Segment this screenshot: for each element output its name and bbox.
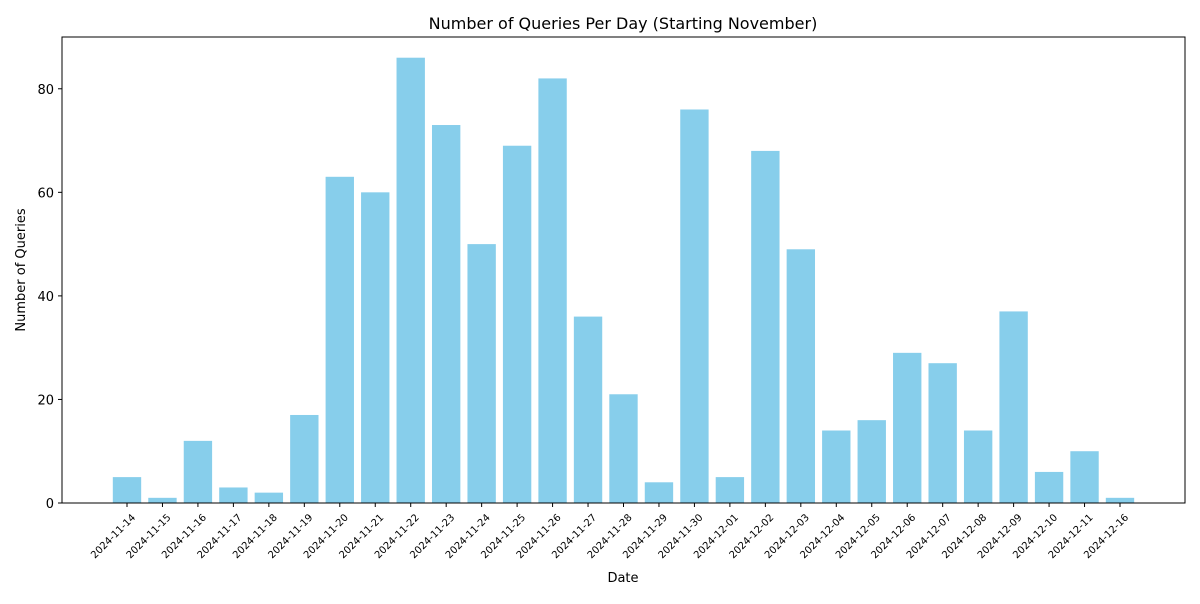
bar-2024-12-11 bbox=[1070, 451, 1099, 503]
bar-2024-11-18 bbox=[254, 492, 284, 503]
bar-2024-11-25 bbox=[502, 145, 532, 504]
bar-2024-11-14 bbox=[112, 477, 142, 503]
bar-2024-11-15 bbox=[148, 497, 177, 503]
y-tick-label: 0 bbox=[46, 497, 54, 512]
bar-2024-12-09 bbox=[999, 311, 1028, 503]
bar-2024-12-16 bbox=[1105, 497, 1135, 503]
bar-2024-12-02 bbox=[751, 150, 780, 503]
bar-2024-11-19 bbox=[290, 414, 319, 503]
bar-2024-11-28 bbox=[609, 394, 638, 503]
bar-2024-12-05 bbox=[857, 420, 886, 503]
bar-2024-11-27 bbox=[573, 316, 603, 503]
bar-2024-12-07 bbox=[928, 363, 957, 503]
bar-2024-11-23 bbox=[431, 125, 461, 504]
x-axis: 2024-11-142024-11-152024-11-162024-11-17… bbox=[89, 503, 1131, 561]
bar-2024-11-20 bbox=[325, 176, 354, 504]
bar-2024-12-06 bbox=[893, 352, 922, 503]
bar-2024-12-04 bbox=[822, 430, 851, 503]
bar-2024-11-26 bbox=[538, 78, 567, 504]
x-axis-label: Date bbox=[607, 571, 638, 586]
bar-2024-11-21 bbox=[361, 192, 390, 503]
bars-group bbox=[112, 57, 1135, 504]
bar-2024-11-30 bbox=[680, 109, 709, 504]
plot-frame bbox=[61, 36, 1186, 504]
y-tick-label: 60 bbox=[37, 186, 54, 201]
y-tick-label: 20 bbox=[37, 393, 54, 408]
bar-2024-11-22 bbox=[396, 57, 425, 504]
y-tick-label: 80 bbox=[37, 83, 54, 98]
bar-2024-11-29 bbox=[644, 482, 674, 503]
bar-2024-12-01 bbox=[715, 477, 745, 503]
bar-2024-12-03 bbox=[786, 249, 816, 503]
y-axis-label: Number of Queries bbox=[14, 208, 29, 331]
bar-2024-11-17 bbox=[219, 487, 248, 503]
y-axis: 0 20 40 60 80 bbox=[37, 83, 62, 512]
bar-2024-11-24 bbox=[467, 244, 496, 504]
y-tick-label: 40 bbox=[37, 290, 54, 305]
bar-2024-11-16 bbox=[183, 440, 213, 503]
bar-2024-12-08 bbox=[963, 430, 993, 503]
bar-2024-12-10 bbox=[1034, 471, 1064, 503]
chart-title: Number of Queries Per Day (Starting Nove… bbox=[429, 14, 818, 33]
